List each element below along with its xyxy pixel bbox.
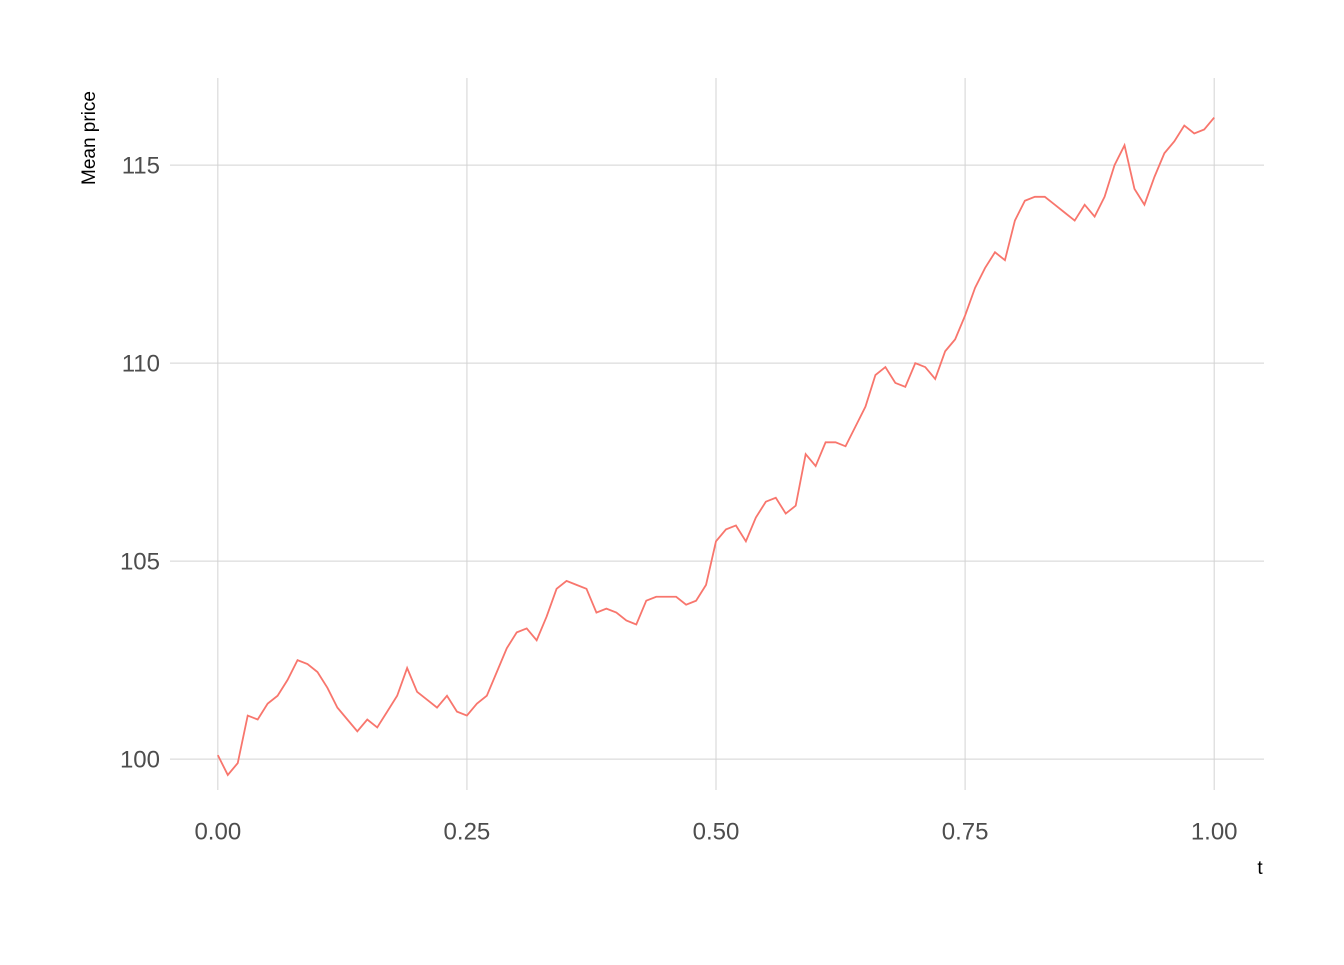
y-tick-label: 100	[120, 746, 160, 773]
x-tick-label: 0.75	[942, 818, 989, 845]
y-tick-label: 105	[120, 548, 160, 575]
x-tick-label: 0.00	[194, 818, 241, 845]
x-tick-label: 1.00	[1191, 818, 1238, 845]
y-tick-label: 115	[122, 152, 160, 179]
x-axis-title: t	[1257, 858, 1263, 879]
x-tick-label: 0.50	[693, 818, 740, 845]
x-tick-label: 0.25	[444, 818, 491, 845]
y-tick-label: 110	[122, 350, 160, 377]
y-axis-title: Mean price	[79, 91, 100, 185]
price-line	[217, 117, 1215, 777]
